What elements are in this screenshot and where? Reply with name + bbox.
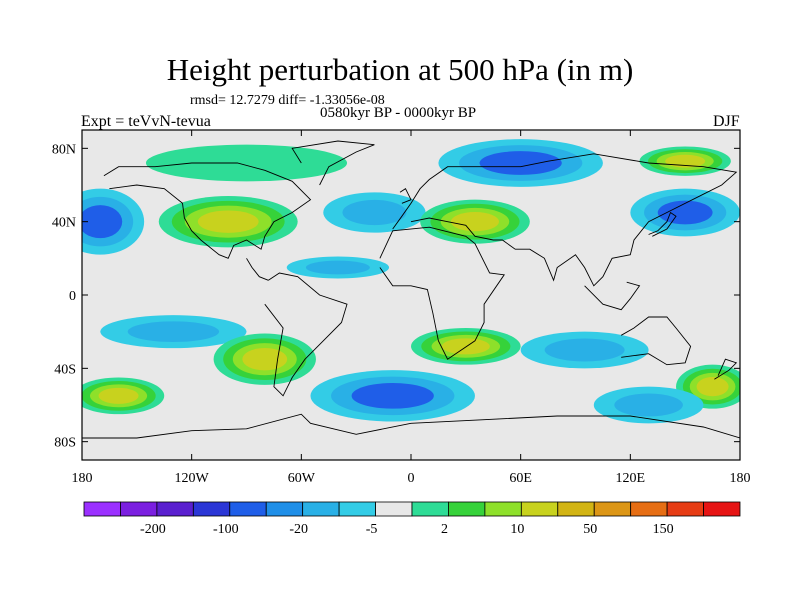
colorbar: -200 -100 -20 -5 2 10 50 150: [83, 501, 741, 537]
plot-title: Height perturbation at 500 hPa (in m): [166, 52, 634, 87]
colorbar-swatch: [411, 501, 449, 517]
x-tick-label: 60E: [509, 471, 532, 486]
field-blob: [441, 338, 490, 355]
colorbar-swatch: [156, 501, 194, 517]
y-tick-label: 40N: [52, 216, 76, 231]
x-tick-label: 120E: [616, 471, 646, 486]
coastline: [246, 258, 269, 281]
colorbar-swatch: [666, 501, 704, 517]
field-blob: [479, 151, 562, 175]
field-blob: [696, 377, 729, 397]
colorbar-label: 2: [441, 522, 448, 537]
colorbar-swatch: [229, 501, 267, 517]
colorbar-label: 150: [653, 522, 674, 537]
field-blob: [544, 338, 625, 362]
field-blob: [82, 205, 123, 239]
field-blob: [197, 210, 259, 233]
field-blob: [242, 347, 288, 371]
coastlines: [82, 140, 740, 439]
y-tick-label: 0: [69, 289, 76, 304]
colorbar-swatch: [593, 501, 632, 517]
coastline: [291, 140, 375, 186]
period-subtitle: 0580kyr BP - 0000kyr BP: [320, 105, 477, 121]
coastline: [103, 162, 312, 259]
y-tick-label: 40S: [54, 362, 76, 377]
x-tick-label: 0: [408, 471, 415, 486]
colorbar-swatch: [703, 501, 741, 517]
y-tick-label: 80N: [52, 142, 76, 157]
coastline: [648, 211, 677, 237]
contour-field: [82, 130, 740, 460]
colorbar-label: -200: [140, 522, 166, 537]
season-label: DJF: [713, 113, 740, 130]
field-blob: [305, 260, 370, 275]
field-blob: [98, 387, 139, 404]
colorbar-swatch: [520, 501, 559, 517]
colorbar-swatch: [557, 501, 595, 517]
field-blob: [351, 383, 434, 409]
coastline: [584, 281, 641, 311]
colorbar-swatch: [192, 501, 231, 517]
rmsd-diff-stats: rmsd= 12.7279 diff= -1.33056e-08: [190, 93, 385, 108]
x-tick-label: 180: [72, 471, 93, 486]
coastline: [82, 413, 740, 439]
coastline: [714, 358, 738, 380]
coastline: [379, 226, 505, 360]
x-tick-label: 120W: [175, 471, 210, 486]
field-blob: [145, 144, 348, 182]
coastline: [264, 272, 348, 397]
field-blob: [657, 200, 713, 225]
colorbar-swatch: [338, 501, 376, 517]
y-tick-label: 80S: [54, 436, 76, 451]
colorbar-swatch: [302, 501, 340, 517]
field-blob: [614, 393, 683, 417]
colorbar-swatch: [265, 501, 304, 517]
x-tick-label: 180: [730, 471, 751, 486]
colorbar-label: 50: [583, 522, 597, 537]
colorbar-swatch: [448, 501, 486, 517]
colorbar-swatch: [375, 501, 413, 517]
colorbar-label: -100: [213, 522, 239, 537]
axes: 180 120W 60W 0 60E 120E 180 80N 40N 0 40S 80S: [52, 130, 751, 486]
coastline: [399, 188, 412, 204]
coastline: [392, 153, 738, 287]
x-tick-label: 60W: [288, 471, 316, 486]
experiment-label: Expt = teVvN-tevua: [81, 113, 211, 130]
colorbar-swatch: [83, 501, 121, 517]
colorbar-label: -5: [366, 522, 378, 537]
field-blob: [127, 321, 220, 342]
coastline: [620, 316, 692, 366]
colorbar-swatch: [120, 501, 158, 517]
colorbar-label: 10: [510, 522, 524, 537]
field-blob: [342, 199, 407, 226]
field-blob: [450, 212, 499, 232]
colorbar-swatch: [630, 501, 668, 517]
colorbar-swatch: [484, 501, 522, 517]
colorbar-label: -20: [289, 522, 308, 537]
